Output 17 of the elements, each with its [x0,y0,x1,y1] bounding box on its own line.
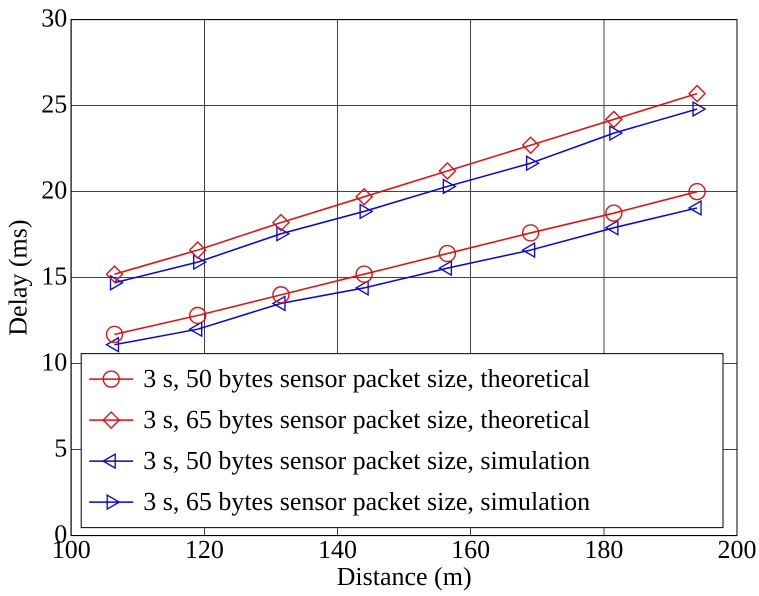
legend-label: 3 s, 65 bytes sensor packet size, simulation [143,486,590,516]
y-tick-label: 15 [41,261,68,290]
y-tick-label: 25 [41,89,68,118]
x-tick-label: 160 [451,535,490,564]
legend-label: 3 s, 65 bytes sensor packet size, theoretical [143,404,590,434]
y-tick-label: 30 [41,3,68,32]
y-tick-label: 20 [41,175,68,204]
x-tick-label: 200 [718,535,756,564]
y-tick-label: 5 [54,433,68,462]
x-tick-label: 140 [318,535,358,564]
x-tick-label: 120 [184,535,224,564]
legend-label: 3 s, 50 bytes sensor packet size, simulation [143,446,590,475]
x-tick-label: 180 [584,535,624,564]
y-axis-title: Delay (ms) [3,219,32,336]
y-tick-label: 10 [41,347,68,376]
legend-label: 3 s, 50 bytes sensor packet size, theoretical [143,364,590,393]
x-axis-title: Distance (m) [336,562,472,592]
